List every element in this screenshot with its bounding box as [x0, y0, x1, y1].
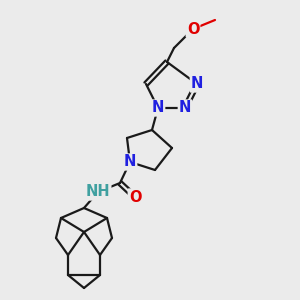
Text: N: N [152, 100, 164, 116]
Text: N: N [191, 76, 203, 92]
Text: N: N [124, 154, 136, 169]
Text: O: O [187, 22, 199, 37]
Text: N: N [179, 100, 191, 116]
Text: NH: NH [86, 184, 110, 200]
Text: O: O [129, 190, 141, 205]
